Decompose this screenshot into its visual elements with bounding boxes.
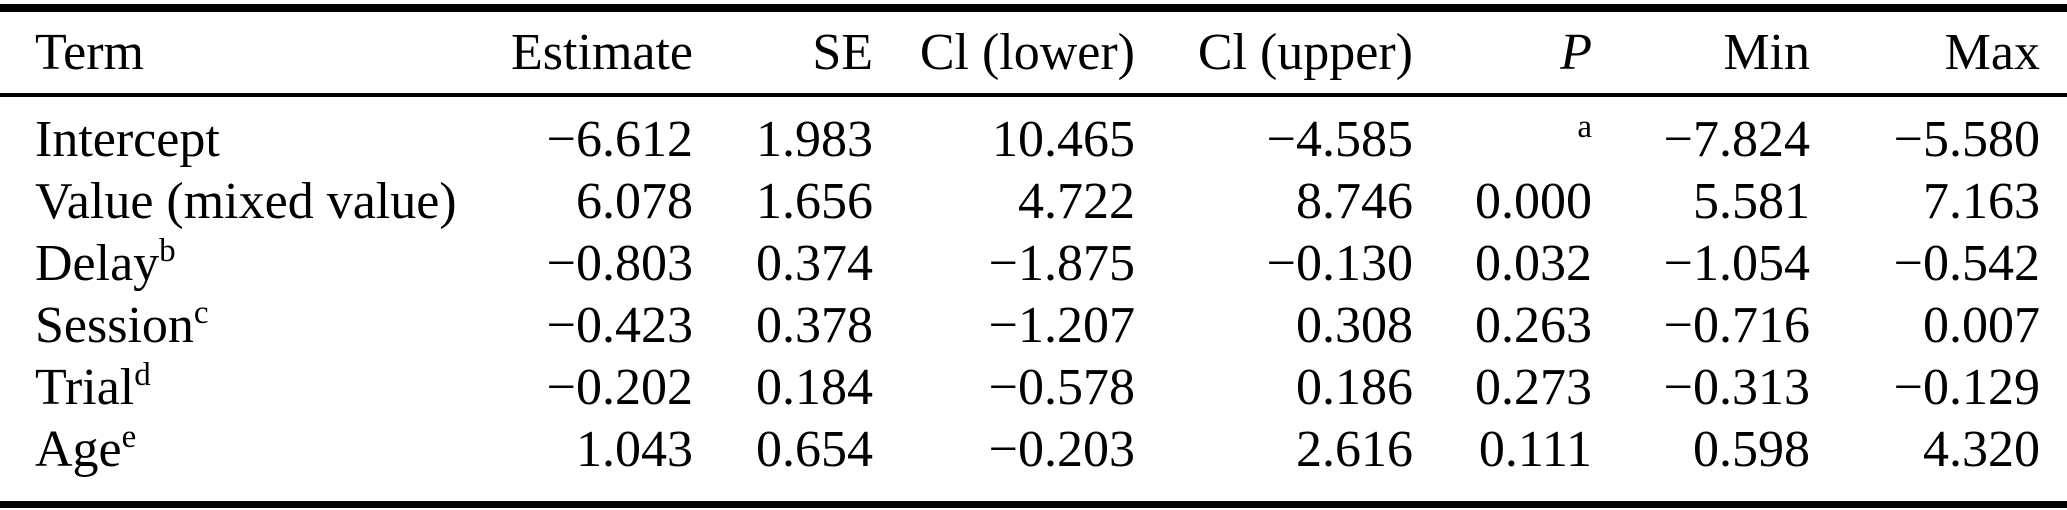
- cell-term: Agee: [0, 419, 500, 508]
- column-header-term: Term: [0, 4, 500, 97]
- term-label: Intercept: [35, 111, 220, 168]
- cell-se: 0.654: [693, 419, 873, 508]
- cell-se: 1.983: [756, 111, 873, 168]
- table-row-trial: Triald −0.202 0.184 −0.578 0.186 0.273 −…: [0, 357, 2067, 419]
- p-footnote-marker: a: [1577, 109, 1592, 145]
- cell-se: 0.374: [756, 235, 873, 292]
- cell-p: 0.111: [1413, 419, 1592, 508]
- cell-ci-lower: 10.465: [992, 111, 1135, 168]
- column-header-estimate: Estimate: [500, 4, 693, 97]
- cell-estimate: −6.612: [546, 111, 693, 168]
- p-value: 0.263: [1475, 297, 1592, 354]
- term-footnote-marker: b: [159, 233, 176, 269]
- cell-min: −1.054: [1663, 235, 1810, 292]
- cell-min: −0.313: [1663, 359, 1810, 416]
- cell-se: 0.184: [756, 359, 873, 416]
- cell-ci-upper: −0.130: [1266, 235, 1413, 292]
- column-header-max: Max: [1810, 4, 2067, 97]
- cell-ci-lower: 4.722: [1018, 173, 1135, 230]
- cell-min: 0.598: [1592, 419, 1810, 508]
- cell-term: Value (mixed value): [0, 171, 500, 233]
- table-header: Term Estimate SE Cl (lower) Cl (upper) P…: [0, 4, 2067, 97]
- cell-term: Triald: [0, 357, 500, 419]
- term-label: Delay: [35, 235, 160, 292]
- p-value: 0.032: [1475, 235, 1592, 292]
- cell-se: 1.656: [756, 173, 873, 230]
- column-header-se: SE: [693, 4, 873, 97]
- column-header-ci-lower: Cl (lower): [873, 4, 1135, 97]
- cell-max: 4.320: [1810, 419, 2067, 508]
- term-label: Trial: [35, 359, 135, 416]
- cell-ci-upper: 8.746: [1296, 173, 1413, 230]
- cell-ci-upper: −4.585: [1266, 111, 1413, 168]
- cell-estimate: −0.423: [546, 297, 693, 354]
- cell-max: −0.129: [1893, 359, 2040, 416]
- cell-p: 0.263: [1413, 295, 1592, 357]
- term-footnote-marker: c: [193, 295, 209, 331]
- term-label: Session: [35, 297, 194, 354]
- cell-term: Sessionc: [0, 295, 500, 357]
- cell-estimate: 1.043: [500, 419, 693, 508]
- p-value: 0.000: [1475, 173, 1592, 230]
- p-value: 0.273: [1475, 359, 1592, 416]
- cell-max: 0.007: [1923, 297, 2040, 354]
- table-row-session: Sessionc −0.423 0.378 −1.207 0.308 0.263…: [0, 295, 2067, 357]
- term-label: Value (mixed value): [35, 173, 457, 230]
- cell-p: 0.000: [1413, 171, 1592, 233]
- table-body: Intercept −6.612 1.983 10.465 −4.585 a −…: [0, 95, 2067, 508]
- term-footnote-marker: d: [134, 357, 151, 393]
- table-row-delay: Delayb −0.803 0.374 −1.875 −0.130 0.032 …: [0, 233, 2067, 295]
- cell-ci-upper: 2.616: [1135, 419, 1413, 508]
- table-row-age: Agee 1.043 0.654 −0.203 2.616 0.111 0.59…: [0, 419, 2067, 508]
- column-header-min: Min: [1592, 4, 1810, 97]
- cell-p: 0.273: [1413, 357, 1592, 419]
- cell-ci-lower: −0.203: [873, 419, 1135, 508]
- cell-estimate: −0.803: [546, 235, 693, 292]
- column-header-ci-upper: Cl (upper): [1135, 4, 1413, 97]
- cell-p: 0.032: [1413, 233, 1592, 295]
- cell-se: 0.378: [756, 297, 873, 354]
- cell-max: −5.580: [1893, 111, 2040, 168]
- cell-max: 7.163: [1923, 173, 2040, 230]
- cell-min: −0.716: [1663, 297, 1810, 354]
- cell-ci-lower: −1.875: [988, 235, 1135, 292]
- cell-min: 5.581: [1693, 173, 1810, 230]
- cell-ci-lower: −1.207: [988, 297, 1135, 354]
- term-label: Age: [35, 421, 122, 478]
- cell-term: Intercept: [0, 95, 500, 171]
- cell-ci-upper: 0.186: [1296, 359, 1413, 416]
- cell-term: Delayb: [0, 233, 500, 295]
- cell-ci-lower: −0.578: [988, 359, 1135, 416]
- cell-max: −0.542: [1893, 235, 2040, 292]
- table-row-intercept: Intercept −6.612 1.983 10.465 −4.585 a −…: [0, 95, 2067, 171]
- cell-ci-upper: 0.308: [1296, 297, 1413, 354]
- regression-results-table: Term Estimate SE Cl (lower) Cl (upper) P…: [0, 4, 2067, 508]
- term-footnote-marker: e: [121, 419, 137, 455]
- cell-min: −7.824: [1663, 111, 1810, 168]
- header-row: Term Estimate SE Cl (lower) Cl (upper) P…: [0, 4, 2067, 97]
- table-row-value: Value (mixed value) 6.078 1.656 4.722 8.…: [0, 171, 2067, 233]
- cell-p: a: [1413, 95, 1592, 171]
- p-value: 0.111: [1478, 421, 1592, 478]
- cell-estimate: −0.202: [546, 359, 693, 416]
- column-header-p: P: [1413, 4, 1592, 97]
- cell-estimate: 6.078: [576, 173, 693, 230]
